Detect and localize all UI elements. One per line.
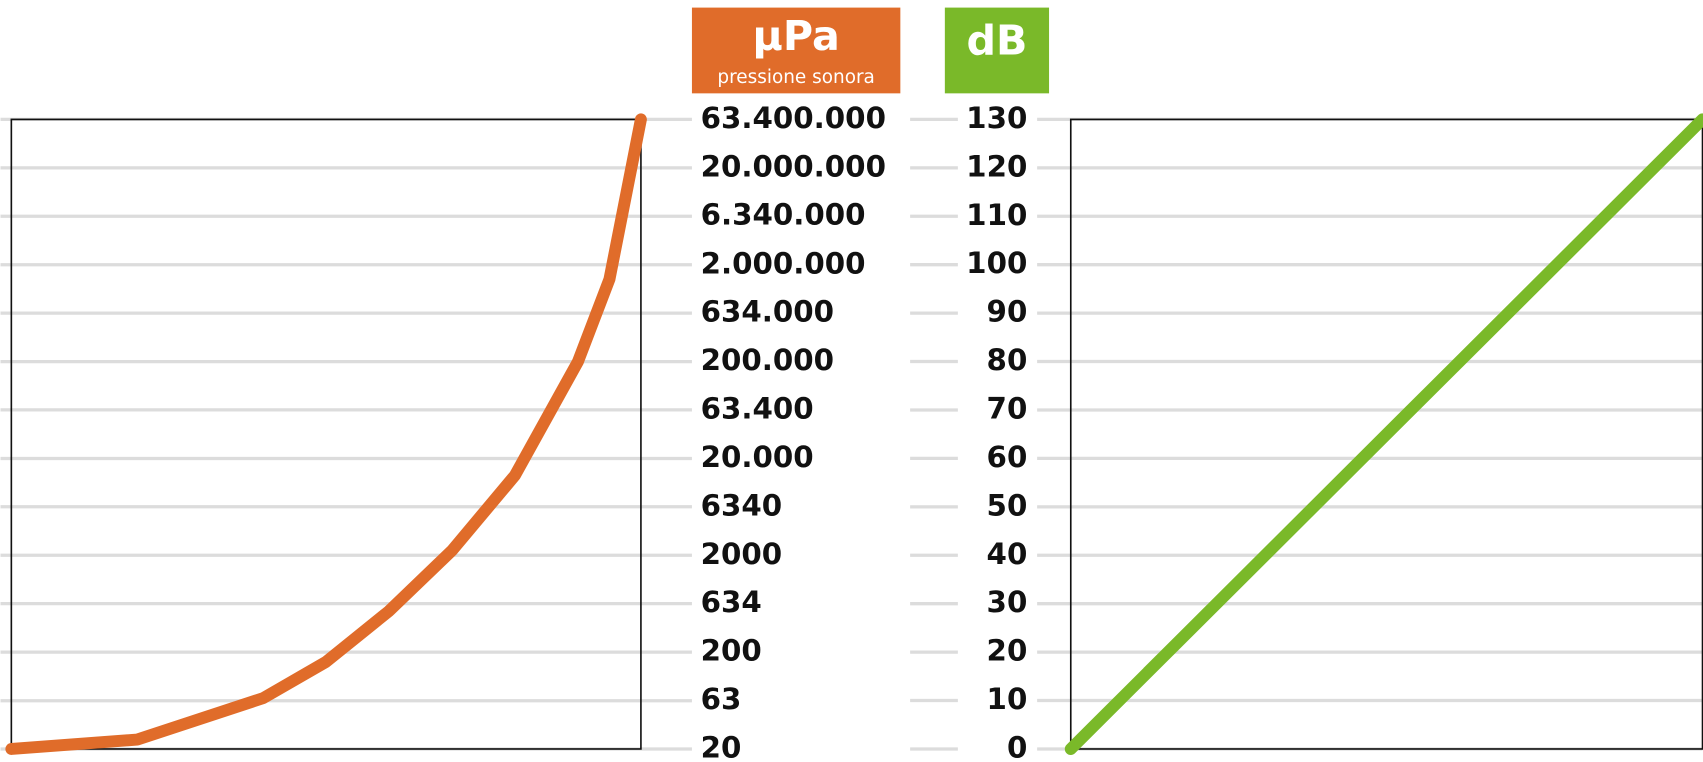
y-tick-label: 90 [987,295,1028,329]
y-tick-label: 20 [987,634,1028,668]
y-tick-label: 20.000 [701,440,814,474]
header-title: μPa [753,12,840,60]
y-tick-label: 63.400.000 [701,101,886,135]
y-tick-label: 634.000 [701,295,834,329]
y-tick-label: 6340 [701,488,783,522]
y-tick-label: 60 [987,440,1028,474]
header-subtitle: pressione sonora [717,67,874,88]
db-line [1064,113,1703,755]
y-tick-label: 100 [966,246,1027,280]
y-tick-label: 30 [987,585,1028,619]
y-tick-label: 10 [987,682,1028,716]
y-tick-label: 120 [966,149,1027,183]
y-tick-label: 20 [701,730,742,762]
y-tick-label: 0 [1007,730,1027,762]
pressure-curve [5,113,647,755]
y-tick-label: 130 [966,101,1027,135]
y-tick-label: 2000 [701,537,783,571]
y-tick-label: 80 [987,343,1028,377]
y-tick-label: 6.340.000 [701,198,866,232]
y-tick-label: 63 [701,682,742,716]
y-tick-label: 70 [987,391,1028,425]
y-tick-label: 20.000.000 [701,149,886,183]
y-tick-label: 110 [966,198,1027,232]
y-tick-label: 40 [987,537,1028,571]
plot-frame [10,118,642,750]
header-box [691,7,901,94]
y-tick-label: 200 [701,634,762,668]
y-tick-label: 2.000.000 [701,246,866,280]
header-box [944,7,1050,94]
header-title: dB [966,16,1027,64]
y-tick-label: 63.400 [701,391,814,425]
y-tick-label: 200.000 [701,343,834,377]
y-tick-label: 50 [987,488,1028,522]
y-tick-label: 634 [701,585,762,619]
